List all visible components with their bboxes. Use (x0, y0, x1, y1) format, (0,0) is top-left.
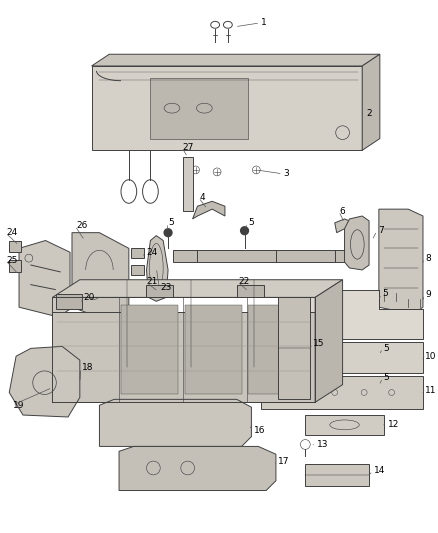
Text: 3: 3 (284, 169, 290, 179)
Polygon shape (9, 260, 21, 272)
Polygon shape (9, 240, 21, 252)
Text: 26: 26 (76, 221, 87, 230)
Polygon shape (119, 447, 276, 490)
Text: 17: 17 (278, 457, 290, 466)
Polygon shape (150, 78, 248, 139)
Text: 13: 13 (317, 440, 328, 449)
Polygon shape (335, 219, 354, 233)
Text: 5: 5 (382, 289, 388, 298)
Text: 5: 5 (384, 373, 389, 382)
Polygon shape (237, 285, 264, 297)
Text: 8: 8 (425, 254, 431, 263)
Polygon shape (53, 280, 343, 297)
Polygon shape (121, 305, 178, 394)
Text: 9: 9 (425, 290, 431, 299)
Polygon shape (19, 240, 70, 317)
Text: 27: 27 (183, 143, 194, 152)
Text: 16: 16 (254, 426, 266, 435)
Text: 24: 24 (146, 248, 158, 257)
Text: 19: 19 (13, 401, 25, 410)
Polygon shape (286, 342, 423, 373)
Text: 7: 7 (378, 226, 384, 235)
Polygon shape (315, 280, 343, 402)
Text: 5: 5 (384, 344, 389, 353)
Text: 21: 21 (146, 277, 158, 286)
Polygon shape (99, 399, 251, 447)
Text: 25: 25 (6, 256, 18, 264)
Text: 20: 20 (84, 293, 95, 302)
Polygon shape (173, 251, 359, 262)
Text: 1: 1 (261, 18, 267, 27)
Text: 5: 5 (248, 219, 254, 228)
Polygon shape (183, 157, 193, 211)
Polygon shape (362, 54, 380, 150)
Polygon shape (53, 312, 315, 402)
Polygon shape (57, 294, 82, 309)
Polygon shape (131, 265, 144, 275)
Polygon shape (379, 209, 423, 314)
Polygon shape (146, 236, 168, 301)
Polygon shape (248, 305, 305, 394)
Polygon shape (261, 376, 423, 409)
Text: 4: 4 (199, 193, 205, 202)
Text: 12: 12 (388, 421, 399, 430)
Text: 24: 24 (6, 228, 18, 237)
Polygon shape (193, 201, 225, 219)
Polygon shape (92, 66, 362, 150)
Text: 2: 2 (366, 109, 372, 118)
Text: 11: 11 (425, 386, 436, 395)
Polygon shape (278, 297, 310, 399)
Polygon shape (185, 305, 242, 394)
Polygon shape (92, 54, 380, 66)
Text: 22: 22 (239, 277, 250, 286)
Polygon shape (305, 464, 369, 486)
Text: 23: 23 (160, 283, 172, 292)
Text: 14: 14 (374, 466, 385, 475)
Polygon shape (300, 289, 423, 338)
Circle shape (164, 229, 172, 237)
Polygon shape (146, 285, 173, 297)
Text: 5: 5 (168, 219, 174, 228)
Polygon shape (345, 216, 369, 270)
Polygon shape (9, 346, 80, 417)
Polygon shape (131, 248, 144, 258)
Text: 10: 10 (425, 352, 436, 361)
Polygon shape (72, 233, 129, 324)
Text: 15: 15 (313, 339, 325, 348)
Text: 6: 6 (339, 207, 346, 216)
Text: 18: 18 (82, 364, 93, 373)
Polygon shape (305, 415, 384, 434)
Circle shape (240, 227, 248, 235)
